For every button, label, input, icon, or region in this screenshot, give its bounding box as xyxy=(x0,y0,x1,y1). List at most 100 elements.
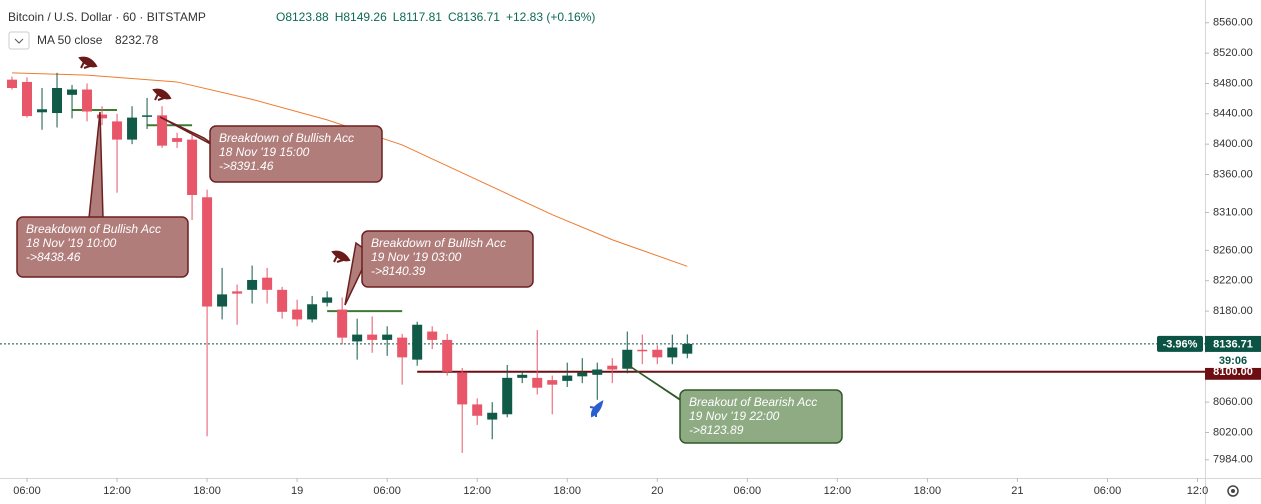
x-tick-label: 06:00 xyxy=(13,485,41,497)
candle-body xyxy=(247,279,258,290)
candle-body xyxy=(532,377,543,388)
candle-body xyxy=(172,138,183,142)
y-tick-label: 8400.00 xyxy=(1213,138,1253,150)
candle-body xyxy=(607,365,618,370)
callout-text: ->8140.39 xyxy=(371,264,426,278)
x-tick-label: 18:00 xyxy=(914,485,942,497)
candle-body xyxy=(472,404,483,416)
countdown-label: 39:06 xyxy=(1219,355,1247,367)
settings-icon[interactable] xyxy=(1227,485,1239,497)
callout-text: ->8438.46 xyxy=(26,250,81,264)
price-box xyxy=(1205,335,1261,352)
y-tick-label: 8440.00 xyxy=(1213,108,1253,120)
callout-text: Breakdown of Bullish Acc xyxy=(26,222,161,236)
x-tick-label: 20 xyxy=(651,485,663,497)
y-tick-label: 8520.00 xyxy=(1213,47,1253,59)
callout-text: Breakout of Bearish Acc xyxy=(689,395,817,409)
candle-body xyxy=(37,109,48,113)
candle-body xyxy=(232,291,243,294)
rocket-icons xyxy=(78,56,604,418)
callout-text: ->8123.89 xyxy=(689,423,744,437)
callout-box xyxy=(209,125,383,183)
x-tick-label: 18:00 xyxy=(193,485,221,497)
candle-body xyxy=(307,304,318,320)
y-tick-label: 8360.00 xyxy=(1213,168,1253,180)
x-tick-label: 06:00 xyxy=(373,485,401,497)
candle-body xyxy=(292,309,303,320)
stat: +12.83 (+0.16%) xyxy=(506,10,595,24)
x-tick-label: 21 xyxy=(1011,485,1023,497)
x-tick-label: 06:00 xyxy=(734,485,762,497)
x-tick-label: 12:0 xyxy=(1187,485,1208,497)
candle-body xyxy=(502,377,513,415)
indicator-value: 8232.78 xyxy=(115,33,159,47)
candle-body xyxy=(412,324,423,360)
candle-body xyxy=(382,334,393,340)
change-label: -3.96% xyxy=(1163,338,1198,350)
callout-text: 19 Nov '19 03:00 xyxy=(371,250,462,264)
candle-body xyxy=(217,294,228,307)
stat: H8149.26 xyxy=(335,10,387,24)
y-tick-label: 8560.00 xyxy=(1213,17,1253,29)
candle-body xyxy=(322,297,333,303)
candle-body xyxy=(187,139,198,195)
candle-body xyxy=(547,380,558,385)
ohlc-stats: O8123.88 H8149.26 L8117.81 C8136.71 +12.83 (… xyxy=(276,10,595,24)
callout-box xyxy=(679,389,843,444)
x-tick-label: 18:00 xyxy=(553,485,581,497)
x-tick-label: 12:00 xyxy=(463,485,491,497)
candle-body xyxy=(652,349,663,358)
candle-body xyxy=(457,372,468,405)
candle-body xyxy=(202,197,213,307)
candle-body xyxy=(592,369,603,375)
callout-text: 18 Nov '19 15:00 xyxy=(219,145,310,159)
candle-body xyxy=(667,347,678,358)
candle-body xyxy=(682,343,693,354)
candle-body xyxy=(97,114,108,119)
rocket-icon xyxy=(331,250,351,263)
stat: L8117.81 xyxy=(393,10,442,24)
callout-text: 19 Nov '19 22:00 xyxy=(689,409,780,423)
collapse-button[interactable] xyxy=(8,31,30,50)
header: Bitcoin / U.S. Dollar · 60 · BITSTAMP O8… xyxy=(8,10,595,50)
callout-text: ->8391.46 xyxy=(219,159,274,173)
candle-body xyxy=(67,89,78,95)
y-tick-label: 7984.00 xyxy=(1213,454,1253,466)
symbol-title: Bitcoin / U.S. Dollar · 60 · BITSTAMP xyxy=(8,10,206,24)
callout-box xyxy=(361,230,534,288)
y-tick-label: 8020.00 xyxy=(1213,426,1253,438)
candle-body xyxy=(82,89,93,112)
y-tick-label: 8480.00 xyxy=(1213,77,1253,89)
candle-body xyxy=(127,117,138,140)
candle-body xyxy=(337,309,348,338)
candle-body xyxy=(637,349,648,352)
x-tick-label: 12:00 xyxy=(103,485,131,497)
candle-body xyxy=(112,121,123,140)
candle-body xyxy=(517,374,528,378)
candle-body xyxy=(562,375,573,381)
callout-text: Breakdown of Bullish Acc xyxy=(371,236,506,250)
callout-text: 18 Nov '19 10:00 xyxy=(26,236,117,250)
candle-body xyxy=(7,79,18,89)
candle-body xyxy=(367,334,378,340)
gear[interactable] xyxy=(1227,485,1239,497)
candle-body xyxy=(442,339,453,372)
candle-body xyxy=(577,372,588,377)
candle-body xyxy=(352,334,363,342)
candle-body xyxy=(622,349,633,369)
rocket-icon xyxy=(152,88,172,101)
chevron-icon xyxy=(14,38,24,44)
indicator-name: MA 50 close xyxy=(37,33,103,47)
candle-body xyxy=(397,337,408,358)
candle-body xyxy=(142,115,153,117)
candle-body xyxy=(262,277,273,290)
candle-body xyxy=(157,115,168,146)
y-tick-label: 8060.00 xyxy=(1213,396,1253,408)
x-tick-label: 19 xyxy=(291,485,303,497)
countdown-box xyxy=(1205,352,1261,368)
stat: O8123.88 xyxy=(276,10,329,24)
candle-body xyxy=(52,88,63,114)
x-tick-label: 06:00 xyxy=(1094,485,1122,497)
